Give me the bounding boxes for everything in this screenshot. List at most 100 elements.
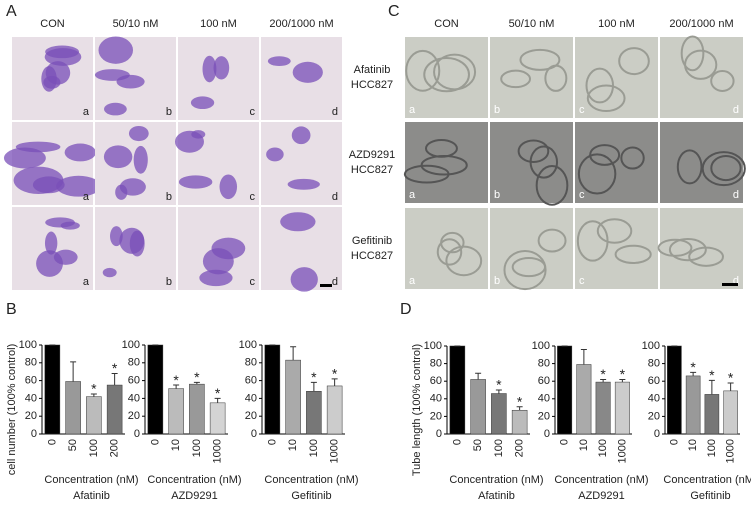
y-tick-label: 60: [648, 375, 660, 387]
cell-letter: a: [409, 104, 416, 116]
y-tick-label: 20: [25, 410, 37, 422]
error-bar: [516, 406, 523, 411]
tube-network: [403, 164, 450, 184]
stained-cell: [191, 130, 206, 139]
panel-label: A: [6, 3, 17, 20]
stained-cell: [178, 175, 213, 189]
x-tick-label: 10: [578, 439, 590, 451]
significance: *: [600, 366, 606, 382]
y-tick-label: 0: [251, 428, 257, 440]
row-label: Afatinib: [354, 64, 391, 76]
cell-letter: d: [733, 189, 739, 201]
y-tick-label: 0: [544, 428, 550, 440]
bar: [306, 391, 322, 435]
tube-network: [424, 139, 458, 158]
tube-network: [537, 228, 567, 253]
stained-cell: [45, 217, 75, 228]
cell-letter: d: [332, 191, 338, 203]
y-tick-label: 0: [134, 428, 140, 440]
cell-letter: c: [250, 106, 256, 118]
tube-network: [668, 238, 707, 262]
cell-letter: b: [166, 106, 172, 118]
cell-letter: b: [494, 189, 500, 201]
significance: *: [91, 381, 97, 397]
bar: [595, 381, 611, 435]
stained-cell: [190, 96, 215, 110]
cell-letter: d: [733, 275, 739, 287]
x-tick-label: 100: [597, 439, 609, 457]
x-axis-label: Concentration (nM): [147, 474, 241, 486]
y-tick-label: 60: [538, 375, 550, 387]
error-bar: [495, 389, 502, 394]
x-tick-label: 50: [472, 439, 484, 451]
column-header: 100 nM: [200, 18, 237, 30]
significance: *: [496, 377, 502, 393]
cell-letter: b: [494, 104, 500, 116]
stained-cell: [266, 147, 284, 162]
significance: *: [690, 359, 696, 375]
y-tick-label: 100: [424, 340, 442, 352]
y-axis-label: cell number (100% control): [6, 344, 18, 475]
y-tick-label: 20: [128, 410, 140, 422]
error-bar: [580, 349, 587, 365]
x-tick-label: 0: [149, 439, 161, 445]
y-tick-label: 40: [245, 392, 257, 404]
x-tick-label: 0: [668, 439, 680, 445]
cell-letter: a: [409, 189, 416, 201]
stained-cell: [133, 145, 148, 174]
x-axis-label: Concentration (nM): [44, 474, 138, 486]
error-bar: [193, 381, 200, 385]
stained-cell: [290, 267, 318, 292]
y-tick-label: 40: [25, 392, 37, 404]
stained-cell: [56, 175, 101, 197]
x-tick-label: 200: [109, 439, 121, 457]
stained-cell: [128, 125, 149, 142]
y-tick-label: 20: [538, 410, 550, 422]
bar: [86, 396, 102, 435]
y-axis-label: Tube length (100% control): [411, 344, 423, 476]
bar: [723, 390, 738, 435]
stained-cell: [44, 231, 58, 255]
chart-title: AZD9291: [578, 490, 624, 502]
significance: *: [215, 385, 221, 401]
x-axis-label: Concentration (nM): [554, 474, 648, 486]
y-tick-label: 100: [239, 339, 257, 351]
x-tick-label: 50: [67, 439, 79, 451]
stained-cell: [15, 141, 61, 153]
row-label: AZD9291: [349, 149, 395, 161]
x-tick-label: 0: [559, 439, 571, 445]
y-tick-label: 80: [648, 358, 660, 370]
cell-letter: b: [494, 275, 500, 287]
y-tick-label: 0: [436, 428, 442, 440]
error-bar: [111, 372, 118, 386]
tube-network: [405, 49, 441, 92]
y-tick-label: 40: [128, 392, 140, 404]
bar: [704, 394, 720, 435]
error-bar: [619, 378, 626, 383]
tube-network: [614, 244, 652, 264]
y-tick-label: 80: [538, 358, 550, 370]
micrograph: [405, 122, 488, 203]
panel-label: C: [388, 3, 400, 20]
x-tick-label: 10: [687, 439, 699, 451]
panel-label: D: [400, 301, 412, 318]
cell-letter: a: [83, 106, 90, 118]
tube-network: [445, 245, 483, 277]
y-tick-label: 60: [245, 375, 257, 387]
y-tick-label: 60: [128, 375, 140, 387]
cell-letter: d: [332, 276, 338, 288]
x-axis-label: Concentration (nM): [449, 474, 543, 486]
error-bar: [290, 346, 297, 361]
bar: [264, 344, 281, 435]
tube-network: [535, 164, 569, 206]
scale-bar: [722, 283, 738, 286]
stained-cell: [13, 166, 64, 194]
x-tick-label: 100: [191, 439, 203, 457]
stained-cell: [287, 178, 320, 190]
stained-cell: [213, 56, 230, 80]
tube-network: [577, 153, 617, 195]
chart-title: Gefitinib: [291, 490, 331, 502]
bar: [614, 381, 630, 435]
stained-cell: [202, 55, 217, 83]
